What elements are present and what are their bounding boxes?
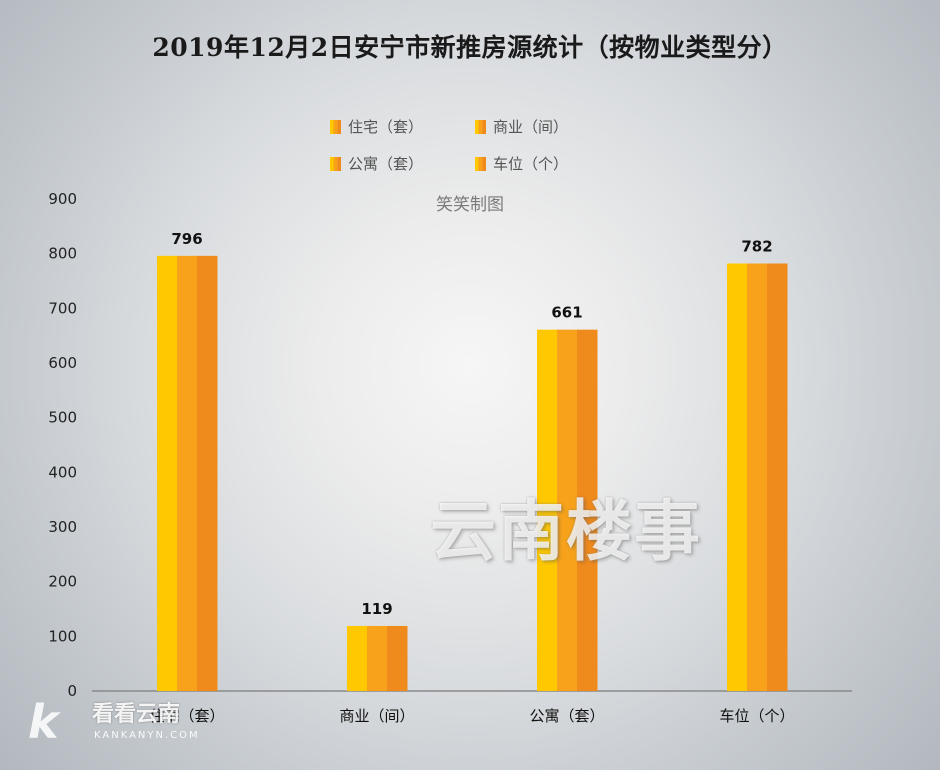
bar bbox=[157, 255, 218, 691]
bar-segment bbox=[577, 329, 598, 691]
legend-label: 公寓（套） bbox=[348, 155, 424, 173]
chart-title: 2019年12月2日安宁市新推房源统计（按物业类型分） bbox=[152, 33, 788, 62]
watermark: 云南楼事 bbox=[430, 493, 702, 570]
bar-segment bbox=[157, 255, 178, 691]
bar bbox=[537, 329, 598, 691]
legend-swatch bbox=[475, 156, 486, 171]
x-category-label: 商业（间） bbox=[339, 707, 414, 725]
x-category-label: 车位（个） bbox=[719, 707, 794, 725]
bar-segment bbox=[557, 329, 578, 691]
data-label: 782 bbox=[741, 238, 772, 256]
y-tick-label: 700 bbox=[48, 299, 77, 317]
bar-segment bbox=[347, 625, 368, 691]
data-label: 796 bbox=[171, 230, 202, 248]
site-logo: k 看看云南 KANKANYN.COM bbox=[28, 690, 228, 760]
bar bbox=[347, 625, 408, 691]
y-tick-label: 300 bbox=[48, 518, 77, 536]
legend-swatch bbox=[330, 119, 341, 134]
x-category-label: 公寓（套） bbox=[529, 707, 604, 725]
bar-segment bbox=[727, 263, 748, 691]
legend-item-parking: 车位（个） bbox=[475, 153, 620, 174]
y-tick-label: 400 bbox=[48, 463, 77, 481]
chart-credit: 笑笑制图 bbox=[436, 195, 504, 215]
bar-segment bbox=[387, 625, 408, 691]
logo-text: 看看云南 bbox=[92, 702, 181, 727]
legend-swatch bbox=[475, 119, 486, 134]
y-tick-label: 100 bbox=[48, 627, 77, 645]
logo-subtext: KANKANYN.COM bbox=[94, 730, 200, 741]
x-category-label: 住宅（套） bbox=[149, 707, 224, 725]
legend-item-residential: 住宅（套） bbox=[330, 116, 475, 137]
y-tick-label: 200 bbox=[48, 573, 77, 591]
data-label: 119 bbox=[361, 600, 392, 618]
y-tick-label: 500 bbox=[48, 409, 77, 427]
legend-item-commercial: 商业（间） bbox=[475, 116, 620, 137]
y-tick-label: 900 bbox=[48, 190, 77, 208]
legend-label: 住宅（套） bbox=[348, 118, 424, 136]
y-tick-label: 800 bbox=[48, 245, 77, 263]
k-logo-icon: k bbox=[28, 695, 59, 749]
bar bbox=[727, 263, 788, 691]
bar-segment bbox=[197, 255, 218, 691]
bar-segment bbox=[747, 263, 768, 691]
data-label: 661 bbox=[551, 304, 582, 322]
bar-segment bbox=[537, 329, 558, 691]
legend-label: 车位（个） bbox=[493, 155, 569, 173]
bar-segment bbox=[367, 625, 388, 691]
y-tick-label: 0 bbox=[67, 682, 77, 700]
bar-segment bbox=[767, 263, 788, 691]
y-tick-label: 600 bbox=[48, 354, 77, 372]
legend-swatch bbox=[330, 156, 341, 171]
legend-label: 商业（间） bbox=[493, 118, 569, 136]
bar-segment bbox=[177, 255, 198, 691]
legend-item-apartment: 公寓（套） bbox=[330, 153, 475, 174]
chart-legend: 住宅（套） 商业（间） 公寓（套） 车位（个） bbox=[330, 116, 620, 174]
